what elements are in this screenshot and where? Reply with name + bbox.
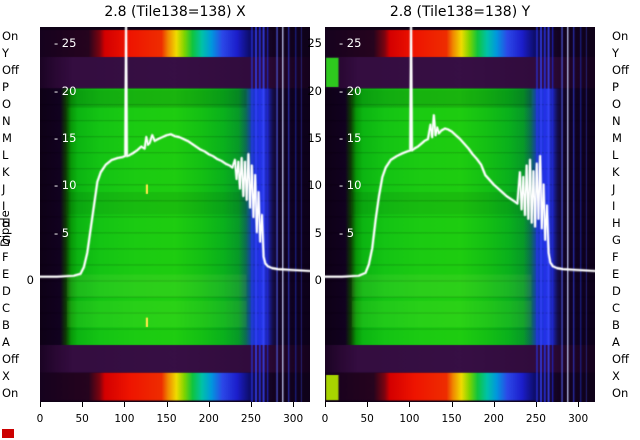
dipole-label-right: On [612, 386, 629, 401]
x-tick-mark [367, 402, 369, 407]
x-tick-mark [250, 402, 252, 407]
x-tick-mark [124, 402, 126, 407]
dipole-label-left: P [2, 79, 9, 94]
inner-ytick-label: - 20 [54, 83, 77, 98]
dipole-label-right: P [612, 79, 619, 94]
dipole-label-right: B [612, 318, 620, 333]
x-tick-label: 0 [321, 413, 329, 425]
dipole-label-left: H [2, 216, 11, 231]
dipole-label-right: N [612, 113, 621, 128]
dipole-label-left: N [2, 113, 11, 128]
inner-ytick-label: - 10 [339, 178, 362, 193]
x-tick-mark [293, 402, 295, 407]
x-tick-label: 250 [525, 413, 546, 425]
x-tick-label: 100 [399, 413, 420, 425]
dipole-label-right: J [612, 181, 616, 196]
dipole-label-right: L [612, 147, 619, 162]
x-tick-mark [409, 402, 411, 407]
dipole-label-left: Off [2, 62, 19, 77]
x-tick-label: 0 [36, 413, 44, 425]
right-plot-title: 2.8 (Tile138=138) Y [389, 4, 531, 20]
inner-ytick-label: - 25 [54, 36, 77, 51]
dipole-label-left: A [2, 335, 10, 350]
x-tick-label: 250 [240, 413, 261, 425]
x-tick-mark [166, 402, 168, 407]
x-tick-mark [493, 402, 495, 407]
dipole-label-right: D [612, 284, 621, 299]
dipole-label-right: X [612, 369, 620, 384]
dipole-label-right: Off [612, 62, 629, 77]
gap-ytick-label: 0 [314, 273, 322, 288]
x-tick-label: 100 [114, 413, 135, 425]
x-tick-label: 150 [156, 413, 177, 425]
dipole-label-right: Off [612, 352, 629, 367]
x-tick-label: 50 [360, 413, 374, 425]
gap-ytick-label: 10 [307, 178, 322, 193]
red-legend-swatch [2, 429, 14, 438]
dipole-label-left: Y [2, 45, 10, 60]
dipole-label-right: C [612, 301, 621, 316]
dipole-label-left: B [2, 318, 10, 333]
dipole-label-left: D [2, 284, 11, 299]
inner-ytick-label: - 5 [54, 225, 70, 240]
x-tick-label: 300 [568, 413, 589, 425]
gap-ytick-label: 5 [314, 225, 322, 240]
dipole-label-right: E [612, 267, 620, 282]
dipole-label-left: L [2, 147, 9, 162]
dipole-label-left: J [2, 181, 6, 196]
x-tick-mark [82, 402, 84, 407]
dipole-label-left: On [2, 386, 19, 401]
dipole-label-right: M [612, 130, 622, 145]
x-tick-mark [451, 402, 453, 407]
x-tick-label: 50 [75, 413, 89, 425]
inner-ytick-label: - 25 [339, 36, 362, 51]
inner-ytick-label: - 10 [54, 178, 77, 193]
x-tick-label: 150 [441, 413, 462, 425]
x-tick-mark [325, 402, 326, 407]
x-tick-label: 200 [198, 413, 219, 425]
dipole-label-left: I [2, 198, 6, 213]
plot-canvas-y [325, 27, 595, 402]
inner-ytick-label: - 5 [339, 225, 355, 240]
dipole-label-right: F [612, 250, 619, 265]
dipole-label-left: G [2, 233, 11, 248]
x-tick-mark [208, 402, 210, 407]
dipole-label-right: H [612, 216, 621, 231]
left-plot-title: 2.8 (Tile138=138) X [104, 4, 246, 20]
x-tick-label: 200 [483, 413, 504, 425]
dipole-label-right: I [612, 198, 616, 213]
dipole-label-left: On [2, 28, 19, 43]
inner-ytick-label: - 15 [54, 131, 77, 146]
dipole-label-right: A [612, 335, 620, 350]
dipole-label-left: X [2, 369, 10, 384]
dipole-label-right: On [612, 28, 629, 43]
dipole-label-left: F [2, 250, 9, 265]
gap-ytick-label: 25 [307, 36, 322, 51]
x-tick-mark [40, 402, 41, 407]
dipole-label-left: O [2, 96, 12, 111]
dipole-label-left: E [2, 267, 10, 282]
dipole-label-right: K [612, 164, 620, 179]
dipole-label-left: M [2, 130, 12, 145]
dipole-label-right: G [612, 233, 621, 248]
inner-ytick-label: - 20 [339, 83, 362, 98]
gap-ytick-label: 15 [307, 131, 322, 146]
plot-canvas-x [40, 27, 310, 402]
x-tick-mark [535, 402, 537, 407]
dipole-label-left: K [2, 164, 10, 179]
inner-ytick-label: - 15 [339, 131, 362, 146]
dipole-label-right: O [612, 96, 622, 111]
dipole-label-left: Off [2, 352, 19, 367]
dipole-label-left: C [2, 301, 11, 316]
left-ytick-zero: 0 [26, 273, 34, 288]
x-tick-mark [578, 402, 580, 407]
x-tick-label: 300 [283, 413, 304, 425]
dipole-label-right: Y [612, 45, 620, 60]
gap-ytick-label: 20 [307, 83, 322, 98]
